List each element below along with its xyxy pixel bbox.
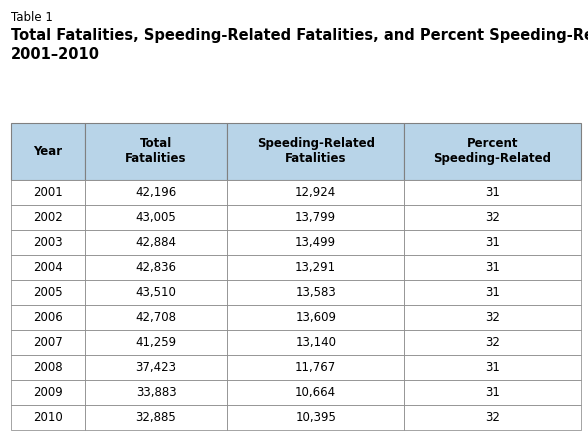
- Bar: [404, 255, 581, 280]
- Text: 31: 31: [485, 386, 500, 399]
- Bar: [404, 380, 581, 405]
- Bar: [228, 180, 404, 205]
- Text: 13,609: 13,609: [295, 311, 336, 324]
- Bar: [85, 355, 228, 380]
- Text: 2002: 2002: [33, 211, 62, 224]
- Text: 10,664: 10,664: [295, 386, 336, 399]
- Bar: [404, 330, 581, 355]
- Text: 2006: 2006: [33, 311, 62, 324]
- Bar: [404, 205, 581, 230]
- Bar: [11, 123, 85, 180]
- Text: 31: 31: [485, 361, 500, 374]
- Text: 42,884: 42,884: [135, 236, 176, 249]
- Bar: [228, 255, 404, 280]
- Bar: [404, 123, 581, 180]
- Text: 31: 31: [485, 186, 500, 198]
- Text: 43,510: 43,510: [136, 286, 176, 299]
- Bar: [228, 380, 404, 405]
- Bar: [11, 180, 85, 205]
- Bar: [11, 255, 85, 280]
- Bar: [404, 405, 581, 430]
- Text: 2001: 2001: [33, 186, 62, 198]
- Bar: [404, 230, 581, 255]
- Text: 2007: 2007: [33, 336, 62, 349]
- Text: 31: 31: [485, 261, 500, 274]
- Text: 13,499: 13,499: [295, 236, 336, 249]
- Bar: [85, 380, 228, 405]
- Bar: [228, 280, 404, 305]
- Text: 42,708: 42,708: [135, 311, 176, 324]
- Text: 42,836: 42,836: [135, 261, 176, 274]
- Bar: [85, 255, 228, 280]
- Text: 32: 32: [485, 336, 500, 349]
- Text: 13,799: 13,799: [295, 211, 336, 224]
- Text: 2004: 2004: [33, 261, 62, 274]
- Text: 2008: 2008: [33, 361, 62, 374]
- Bar: [228, 330, 404, 355]
- Bar: [404, 180, 581, 205]
- Bar: [404, 305, 581, 330]
- Text: 42,196: 42,196: [135, 186, 176, 198]
- Bar: [85, 123, 228, 180]
- Text: 41,259: 41,259: [135, 336, 176, 349]
- Text: 12,924: 12,924: [295, 186, 336, 198]
- Text: 31: 31: [485, 236, 500, 249]
- Text: 13,583: 13,583: [295, 286, 336, 299]
- Bar: [228, 123, 404, 180]
- Text: 13,140: 13,140: [295, 336, 336, 349]
- Text: 11,767: 11,767: [295, 361, 336, 374]
- Text: 2003: 2003: [33, 236, 62, 249]
- Bar: [404, 355, 581, 380]
- Text: 32: 32: [485, 311, 500, 324]
- Bar: [85, 330, 228, 355]
- Bar: [11, 280, 85, 305]
- Bar: [228, 230, 404, 255]
- Bar: [11, 380, 85, 405]
- Bar: [11, 230, 85, 255]
- Bar: [85, 230, 228, 255]
- Text: Total Fatalities, Speeding-Related Fatalities, and Percent Speeding-Related,
200: Total Fatalities, Speeding-Related Fatal…: [11, 28, 588, 62]
- Text: 32: 32: [485, 211, 500, 224]
- Text: 2005: 2005: [33, 286, 62, 299]
- Text: Percent
Speeding-Related: Percent Speeding-Related: [433, 137, 552, 165]
- Bar: [228, 355, 404, 380]
- Text: Speeding-Related
Fatalities: Speeding-Related Fatalities: [257, 137, 375, 165]
- Bar: [85, 280, 228, 305]
- Text: 32,885: 32,885: [136, 411, 176, 424]
- Bar: [228, 205, 404, 230]
- Bar: [11, 205, 85, 230]
- Text: 2010: 2010: [33, 411, 62, 424]
- Bar: [228, 405, 404, 430]
- Bar: [85, 180, 228, 205]
- Text: 33,883: 33,883: [136, 386, 176, 399]
- Text: Table 1: Table 1: [11, 11, 52, 24]
- Bar: [404, 280, 581, 305]
- Text: Year: Year: [33, 145, 62, 158]
- Bar: [85, 305, 228, 330]
- Bar: [11, 305, 85, 330]
- Text: 32: 32: [485, 411, 500, 424]
- Text: 10,395: 10,395: [295, 411, 336, 424]
- Text: 2009: 2009: [33, 386, 62, 399]
- Text: 37,423: 37,423: [135, 361, 176, 374]
- Bar: [85, 205, 228, 230]
- Text: 31: 31: [485, 286, 500, 299]
- Text: 43,005: 43,005: [136, 211, 176, 224]
- Bar: [11, 405, 85, 430]
- Bar: [228, 305, 404, 330]
- Bar: [11, 355, 85, 380]
- Bar: [85, 405, 228, 430]
- Bar: [11, 330, 85, 355]
- Text: Total
Fatalities: Total Fatalities: [125, 137, 187, 165]
- Text: 13,291: 13,291: [295, 261, 336, 274]
